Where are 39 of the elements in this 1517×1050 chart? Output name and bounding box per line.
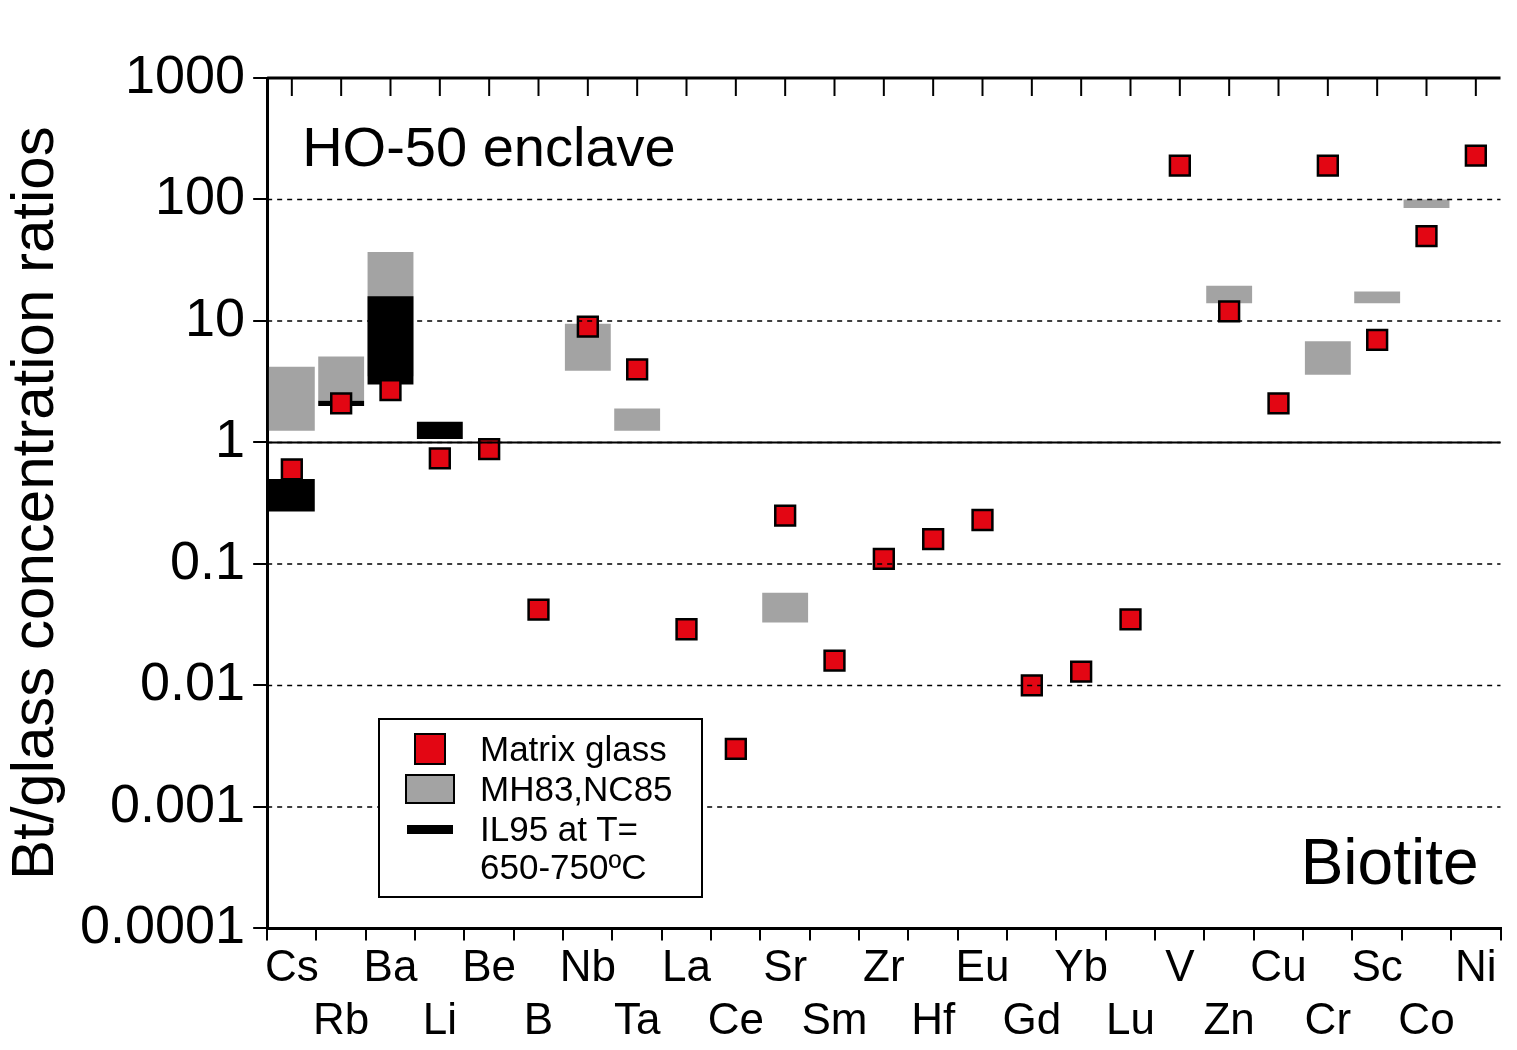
x-tick-label: B xyxy=(523,993,554,1043)
y-tick-label: 1 xyxy=(215,408,246,469)
x-tick-label: Ce xyxy=(707,993,764,1043)
legend-label: IL95 at T= 650-750ºC xyxy=(480,809,648,886)
y-tick-label: 0.001 xyxy=(110,772,246,833)
x-tick-label: Cs xyxy=(264,940,319,990)
x-tick-label: Zr xyxy=(863,940,905,990)
x-tick-label: Rb xyxy=(313,993,370,1043)
x-tick-label: La xyxy=(662,940,712,990)
y-tick-label: 0.1 xyxy=(170,529,246,590)
y-axis-title: Bt/glass concentration ratios xyxy=(0,126,66,881)
x-tick-label: Ta xyxy=(613,993,661,1043)
x-tick-label: Nb xyxy=(559,940,616,990)
x-tick-label: Cr xyxy=(1304,993,1352,1043)
x-tick-label: Lu xyxy=(1106,993,1155,1043)
y-tick-label: 0.01 xyxy=(140,651,246,712)
x-tick-label: Ba xyxy=(363,940,418,990)
x-tick-label: Eu xyxy=(955,940,1010,990)
x-tick-label: Gd xyxy=(1002,993,1062,1043)
y-tick-label: 1000 xyxy=(125,43,246,104)
x-tick-label: Li xyxy=(422,993,457,1043)
x-tick-label: Sc xyxy=(1351,940,1403,990)
y-tick-label: 0.0001 xyxy=(79,894,246,955)
y-tick-label: 10 xyxy=(185,286,246,347)
annotation: HO-50 enclave xyxy=(302,115,676,179)
x-tick-label: Zn xyxy=(1203,993,1255,1043)
x-tick-label: Hf xyxy=(911,993,956,1043)
x-tick-label: Yb xyxy=(1054,940,1109,990)
annotation: Biotite xyxy=(1300,826,1479,899)
x-tick-label: Be xyxy=(462,940,517,990)
x-tick-label: Sr xyxy=(763,940,808,990)
x-tick-label: Ni xyxy=(1455,940,1497,990)
x-tick-label: Co xyxy=(1398,993,1455,1043)
x-tick-label: V xyxy=(1165,940,1196,990)
legend-label: Matrix glass xyxy=(480,729,668,768)
x-tick-label: Cu xyxy=(1250,940,1307,990)
y-tick-label: 100 xyxy=(155,165,246,226)
legend-label: MH83,NC85 xyxy=(480,769,674,808)
x-tick-label: Sm xyxy=(801,993,868,1043)
